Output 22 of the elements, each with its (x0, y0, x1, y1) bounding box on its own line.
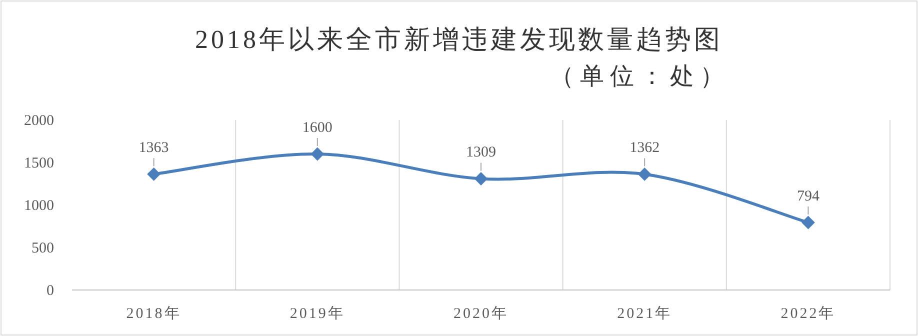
point (147, 168, 160, 181)
x-tick-label: 2018年 (126, 305, 182, 322)
data-label: 1309 (466, 144, 496, 161)
x-tick-label: 2021年 (617, 305, 672, 322)
y-tick-label: 1000 (24, 198, 54, 214)
data-label: 1362 (630, 140, 660, 156)
y-tick-label: 500 (32, 240, 54, 256)
data-label: 1363 (138, 140, 169, 156)
x-tick-label: 2019年 (290, 305, 345, 322)
x-tick-label: 2022年 (780, 305, 836, 322)
chart-subtitle: （单位：处） (550, 64, 730, 90)
point (310, 148, 324, 160)
point (638, 168, 652, 181)
y-tick-label: 1500 (24, 156, 54, 172)
point (802, 216, 815, 230)
x-tick-label: 2020年 (454, 305, 508, 322)
data-label: 1600 (302, 120, 332, 136)
y-tick-label: 2000 (24, 113, 54, 129)
y-tick-label: 0 (46, 283, 54, 299)
data-label: 794 (796, 188, 820, 205)
point (474, 172, 488, 186)
chart-title: 2018年以来全市新增违建发现数量趋势图 (195, 25, 723, 54)
